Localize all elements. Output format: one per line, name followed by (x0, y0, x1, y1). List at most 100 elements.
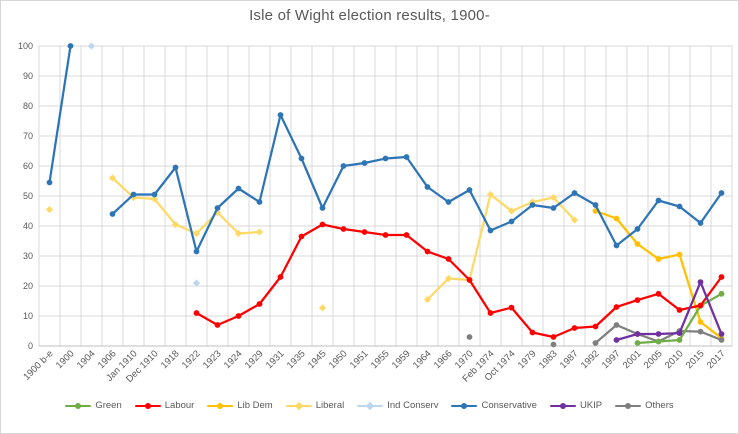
point-labour-1922 (193, 310, 200, 316)
point-labour-1979 (529, 329, 536, 336)
x-tick-label: 1951 (348, 348, 371, 371)
point-labour-1945 (319, 221, 326, 228)
point-ukip-1997 (613, 337, 620, 343)
x-tick-label: 2010 (663, 348, 686, 371)
x-tick-label: 1959 (390, 348, 413, 371)
series-line-lib-dem (594, 209, 723, 340)
x-tick-label: 1955 (369, 348, 392, 371)
legend-label: Ind Conserv (387, 400, 439, 411)
point-conservative-1935 (298, 155, 305, 162)
point-conservative-1906 (109, 211, 116, 217)
point-labour-1955 (382, 232, 389, 238)
point-conservative-2015 (697, 220, 704, 226)
legend: Green Labour Lib Dem Liberal Ind Conserv Cons… (1, 400, 738, 411)
point-liberal-1945 (318, 304, 327, 312)
point-conservative-1964 (424, 184, 431, 190)
series-line-ukip (615, 280, 723, 342)
point-liberal-1987 (570, 216, 579, 224)
point-lib-dem-2005 (655, 256, 662, 262)
point-labour-1959 (403, 232, 410, 238)
legend-marker-ind-conserv-icon (357, 401, 384, 410)
legend-marker-labour-icon (134, 402, 161, 410)
point-conservative-1951 (361, 160, 368, 166)
y-tick-label: 20 (23, 281, 33, 291)
legend-marker-liberal-icon (285, 401, 312, 410)
point-liberal-dec-1910 (150, 195, 159, 203)
legend-label: Liberal (315, 400, 345, 411)
legend-item-ukip: UKIP (549, 400, 603, 411)
point-conservative-1950 (340, 163, 347, 169)
point-labour-1983 (550, 334, 557, 340)
y-tick-label: 10 (23, 311, 33, 321)
point-conservative-1959 (403, 154, 410, 160)
x-tick-label: 1987 (558, 348, 581, 371)
point-labour-1931 (277, 274, 284, 280)
point-labour-1929 (256, 301, 263, 307)
x-tick-label: 1992 (579, 348, 602, 371)
point-others-2015 (697, 328, 704, 335)
point-others-1970 (466, 334, 473, 340)
point-labour-feb-1974 (487, 310, 494, 316)
legend-marker-lib-dem-icon (207, 402, 234, 410)
legend-label: Lib Dem (237, 400, 273, 411)
point-conservative-1924 (235, 185, 242, 192)
point-conservative-1979 (529, 202, 536, 208)
point-labour-2015 (697, 302, 704, 309)
x-tick-label: 2017 (705, 348, 728, 371)
x-tick-label: 1979 (516, 348, 539, 371)
x-tick-label: 1900 b-e (21, 348, 55, 382)
point-liberal-1966 (444, 274, 453, 283)
point-liberal-1900-b-e (45, 205, 54, 214)
point-conservative-1922 (193, 248, 200, 255)
legend-item-labour: Labour (134, 400, 195, 411)
x-tick-label: 1964 (411, 348, 434, 371)
x-tick-label: 2005 (642, 348, 665, 371)
legend-label: Others (645, 400, 674, 411)
y-tick-label: 40 (23, 221, 33, 231)
x-tick-label: 1945 (306, 348, 329, 371)
series-line-liberal (111, 176, 576, 301)
legend-label: UKIP (579, 400, 603, 411)
x-tick-label: 1922 (180, 348, 203, 371)
point-labour-1951 (361, 229, 368, 235)
point-liberal-1983 (549, 193, 558, 202)
point-others-1983 (550, 341, 557, 348)
legend-label: Conservative (481, 400, 537, 411)
point-conservative-jan-1910 (130, 191, 137, 198)
x-tick-label: 1950 (327, 348, 350, 371)
legend-item-ind-conserv: Ind Conserv (357, 400, 438, 411)
y-tick-label: 80 (23, 101, 33, 111)
x-tick-label: 1900 (54, 348, 77, 371)
legend-marker-ukip-icon (549, 402, 576, 410)
point-labour-1924 (235, 313, 242, 319)
point-ukip-2017 (718, 331, 725, 337)
point-conservative-2005 (655, 197, 662, 204)
point-conservative-2010 (676, 203, 683, 210)
point-green-2017 (718, 290, 725, 297)
legend-marker-conservative-icon (451, 402, 478, 410)
legend-item-others: Others (615, 400, 674, 411)
legend-item-lib-dem: Lib Dem (207, 400, 273, 411)
y-tick-label: 60 (23, 161, 33, 171)
point-conservative-1931 (277, 112, 284, 118)
chart-title: Isle of Wight election results, 1900- (249, 7, 490, 24)
point-labour-1987 (571, 325, 578, 331)
x-tick-label: 1997 (600, 348, 623, 371)
legend-label: Labour (164, 400, 195, 411)
point-lib-dem-2010 (676, 251, 683, 258)
point-conservative-1918 (172, 164, 179, 171)
point-lib-dem-1997 (613, 215, 620, 222)
point-labour-2010 (676, 307, 683, 313)
point-liberal-1964 (423, 295, 432, 304)
y-tick-label: 50 (23, 191, 33, 201)
legend-marker-others-icon (615, 402, 642, 410)
point-labour-1950 (340, 226, 347, 232)
point-liberal-1922 (192, 229, 201, 238)
legend-marker-green-icon (65, 402, 92, 410)
point-labour-2005 (655, 290, 662, 297)
y-tick-label: 90 (23, 71, 33, 81)
x-tick-label: 1966 (432, 348, 455, 371)
point-conservative-1929 (256, 199, 263, 205)
